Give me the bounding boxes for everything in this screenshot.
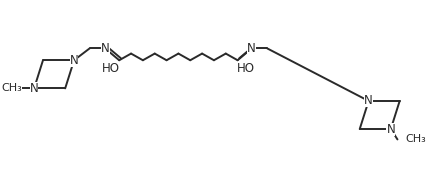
Text: CH₃: CH₃ xyxy=(2,83,22,93)
Text: N: N xyxy=(247,42,256,55)
Text: N: N xyxy=(70,54,79,67)
Text: N: N xyxy=(30,82,38,95)
Text: HO: HO xyxy=(102,62,120,75)
Text: HO: HO xyxy=(237,62,255,75)
Text: N: N xyxy=(364,94,373,108)
Text: N: N xyxy=(101,42,110,55)
Text: N: N xyxy=(386,123,395,135)
Text: CH₃: CH₃ xyxy=(406,134,426,144)
